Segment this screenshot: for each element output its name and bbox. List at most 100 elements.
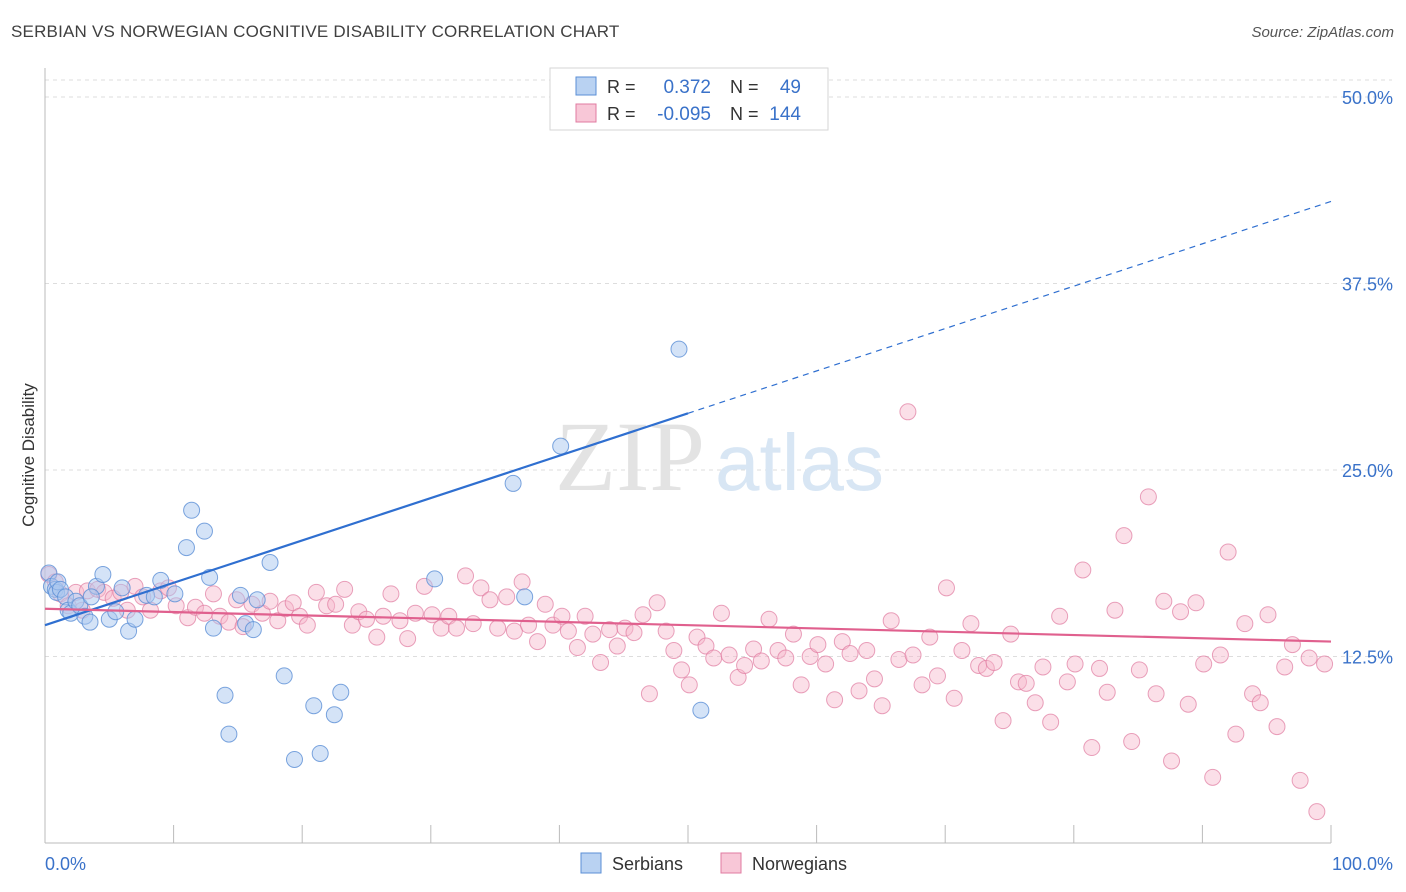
norwegians-point: [873, 697, 891, 715]
norwegians-point: [657, 622, 675, 640]
norwegians-point: [1155, 592, 1173, 610]
norwegians-point: [1091, 659, 1109, 677]
y-tick-label: 12.5%: [1342, 648, 1393, 668]
legend-norwegians-r: -0.095: [657, 104, 711, 125]
norwegians-point: [1083, 739, 1101, 757]
norwegians-point: [1074, 561, 1092, 579]
norwegians-point: [1204, 768, 1222, 786]
norwegians-point: [1106, 601, 1124, 619]
legend-serbians-swatch: [575, 76, 597, 96]
correlation-legend: R = 0.372 N = 49 R = -0.095 N = 144: [549, 67, 829, 131]
norwegians-point: [536, 595, 554, 613]
norwegians-point: [1163, 752, 1181, 770]
norwegians-trend-line: [44, 607, 1332, 643]
norwegians-point: [318, 597, 336, 615]
norwegians-point: [801, 648, 819, 665]
watermark-atlas: atlas: [715, 418, 884, 507]
serbians-trend-line: [44, 412, 689, 627]
norwegians-point: [752, 652, 770, 670]
serbians-point: [244, 621, 262, 639]
serbians-point: [305, 697, 323, 715]
legend-r-label: R =: [607, 104, 636, 124]
serbians-point: [113, 579, 131, 597]
norwegians-point: [1058, 673, 1076, 691]
norwegians-point: [505, 622, 523, 640]
norwegians-point: [568, 639, 586, 657]
norwegians-point: [559, 622, 577, 640]
x-tick-label: 100.0%: [1332, 854, 1393, 874]
norwegians-point: [1308, 803, 1326, 821]
norwegians-point: [186, 598, 204, 616]
norwegians-point: [712, 604, 730, 622]
bottom-legend-norwegians-swatch: [720, 852, 742, 874]
serbians-point: [325, 706, 343, 724]
serbians-point: [504, 474, 522, 492]
norwegians-point: [994, 712, 1012, 730]
norwegians-point: [457, 567, 475, 585]
norwegians-point: [985, 653, 1003, 671]
bottom-legend-norwegians-label: Norwegians: [752, 854, 847, 874]
legend-n-label: N =: [730, 104, 759, 124]
norwegians-point: [1316, 655, 1334, 673]
serbians-point: [81, 613, 99, 631]
serbians-point: [311, 744, 329, 762]
norwegians-point: [760, 610, 778, 628]
norwegians-point: [680, 676, 698, 694]
legend-norwegians-swatch: [575, 103, 597, 123]
norwegians-point: [913, 676, 931, 694]
norwegians-point: [705, 649, 723, 667]
norwegians-point: [921, 628, 939, 646]
y-tick-label: 37.5%: [1342, 275, 1393, 295]
serbians-point: [552, 437, 570, 455]
norwegians-point: [298, 616, 316, 634]
norwegians-point: [937, 579, 955, 597]
norwegians-point: [481, 591, 499, 609]
legend-serbians-n: 49: [780, 77, 801, 98]
norwegians-point: [833, 633, 851, 651]
norwegians-point: [1066, 655, 1084, 673]
norwegians-point: [850, 682, 868, 700]
norwegians-point: [204, 585, 222, 603]
legend-serbians-r: 0.372: [663, 77, 711, 98]
series-legend: Serbians Norwegians: [580, 852, 847, 874]
norwegians-point: [745, 640, 763, 658]
norwegians-point: [520, 616, 538, 634]
norwegians-point: [1251, 694, 1269, 712]
grid-layer: [45, 79, 1392, 657]
norwegians-point: [1300, 649, 1318, 667]
serbians-point: [195, 522, 213, 540]
serbians-point: [82, 588, 100, 606]
norwegians-point: [890, 650, 908, 668]
norwegians-point: [327, 595, 345, 613]
norwegians-point: [368, 628, 386, 646]
norwegians-point: [899, 403, 917, 421]
x-tick-label: 0.0%: [45, 854, 86, 874]
serbians-point: [177, 539, 195, 557]
serbians-trend-extension: [687, 200, 1332, 414]
norwegians-point: [1147, 685, 1165, 703]
norwegians-point: [1130, 661, 1148, 679]
y-tick-label: 50.0%: [1342, 88, 1393, 108]
norwegians-point: [432, 619, 450, 637]
norwegians-point: [1187, 594, 1205, 612]
norwegians-point: [1236, 615, 1254, 633]
norwegians-point: [608, 637, 626, 655]
norwegians-point: [904, 646, 922, 664]
norwegians-point: [391, 612, 409, 630]
norwegians-point: [697, 637, 715, 655]
norwegians-point: [1291, 771, 1309, 789]
norwegians-point: [1139, 488, 1157, 506]
norwegians-point: [882, 612, 900, 630]
watermark: ZIP atlas: [555, 401, 884, 512]
serbians-point: [285, 750, 303, 768]
norwegians-point: [423, 606, 441, 624]
norwegians-point: [382, 585, 400, 603]
norwegians-point: [269, 612, 287, 630]
norwegians-point: [784, 625, 802, 643]
legend-norwegians-n: 144: [769, 104, 801, 125]
y-tick-label: 25.0%: [1342, 461, 1393, 481]
norwegians-point: [336, 580, 354, 598]
norwegians-point: [736, 656, 754, 674]
norwegians-point: [673, 661, 691, 679]
norwegians-point: [498, 588, 516, 606]
